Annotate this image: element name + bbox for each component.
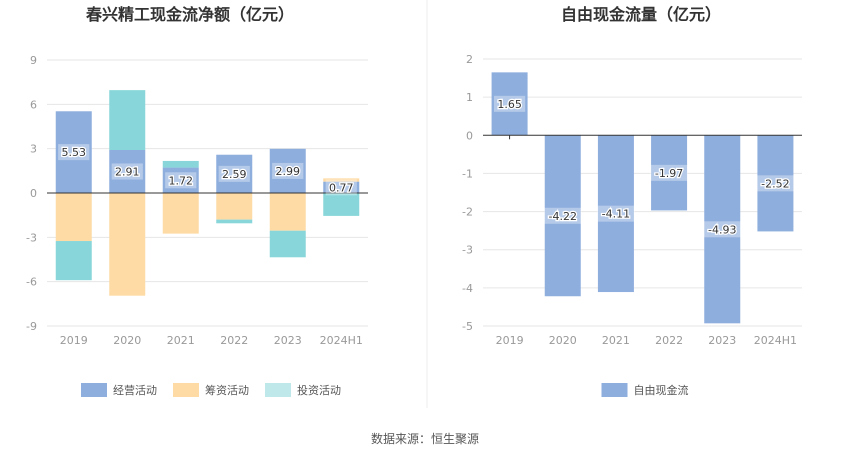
bar-segment [55,111,92,193]
bar-segment [162,160,199,168]
bar [597,135,634,293]
y-tick-label: -3 [26,231,37,244]
bar [704,135,741,324]
y-tick-label: -3 [462,244,473,257]
bar-segment [323,181,360,193]
y-tick-label: -5 [462,320,473,333]
bar-segment [109,90,146,150]
bar-segment [162,193,199,234]
bar [651,135,688,211]
x-tick-label: 2019 [60,334,88,347]
data-label-bg [111,163,143,180]
legend-swatch [173,383,199,397]
data-label-bg [272,162,304,179]
data-label: -2.52 [761,177,789,190]
x-tick-label: 2023 [274,334,302,347]
data-label: 1.65 [497,98,522,111]
data-label-bg [703,221,742,238]
bar [491,72,528,136]
y-tick-label: -4 [462,282,473,295]
y-tick-label: -6 [26,276,37,289]
data-label: 5.53 [62,146,87,159]
bar-segment [55,241,92,281]
y-tick-label: 1 [466,91,473,104]
data-label: -4.11 [602,208,630,221]
y-tick-label: -1 [462,167,473,180]
bar-segment [323,178,360,182]
data-label-bg [596,205,635,222]
data-label: 1.72 [169,174,194,187]
legend-label: 自由现金流 [634,383,689,397]
bar-segment [216,154,253,193]
y-tick-label: -9 [26,320,37,333]
y-tick-label: 3 [30,143,37,156]
x-tick-label: 2019 [496,334,524,347]
x-tick-label: 2020 [113,334,141,347]
y-tick-label: 0 [466,129,473,142]
bar-segment [216,219,253,224]
data-label: 2.91 [115,165,140,178]
y-tick-label: 6 [30,98,37,111]
data-label-bg [493,95,526,112]
data-label: -4.22 [549,210,577,223]
data-label: -4.93 [708,223,736,236]
x-tick-label: 2021 [167,334,195,347]
legend-label: 筹资活动 [205,383,249,397]
data-label-bg [58,144,90,161]
y-tick-label: -2 [462,206,473,219]
chart-title: 春兴精工现金流净额（亿元） [85,5,294,24]
x-tick-label: 2024H1 [754,334,797,347]
data-label: 2.59 [222,168,247,181]
bar-segment [109,149,146,193]
x-tick-label: 2020 [549,334,577,347]
bar-segment [323,193,360,216]
bar [757,135,794,232]
bar [544,135,581,297]
x-tick-label: 2022 [655,334,683,347]
x-tick-label: 2022 [220,334,248,347]
legend-label: 经营活动 [113,383,157,397]
data-source: 数据来源：恒生聚源 [371,431,479,446]
legend-swatch [601,383,628,397]
legend-swatch [81,383,107,397]
cash-flow-net-chart: 春兴精工现金流净额（亿元） 9 6 3 0 -3 -6 -9 2019 2020 2021 2022… [26,5,368,397]
data-label-bg [650,164,689,181]
y-tick-label: 2 [466,53,473,66]
y-tick-label: 9 [30,54,37,67]
data-label-bg [543,207,582,224]
bar-segment [269,148,306,193]
x-tick-label: 2023 [708,334,736,347]
legend-label: 投资活动 [297,383,341,397]
bar-segment [269,193,306,231]
chart-title: 自由现金流量（亿元） [561,5,721,24]
data-label-bg [325,179,357,196]
data-label: 2.99 [276,165,301,178]
legend-swatch [265,383,291,397]
bar-segment [55,193,92,242]
data-label-bg [756,175,795,192]
bar-segment [162,167,199,193]
bar-segment [109,193,146,296]
bar-segment [216,193,253,220]
x-tick-label: 2021 [602,334,630,347]
data-label: -1.97 [655,167,683,180]
x-tick-label: 2024H1 [320,334,363,347]
y-tick-label: 0 [30,187,37,200]
free-cash-flow-chart: 自由现金流量（亿元） 2 1 0 -1 -2 -3 -4 -5 2019 2020 2021 2022… [462,5,802,397]
data-label-bg [218,165,250,182]
data-label-bg [165,172,197,189]
bar-segment [269,230,306,258]
data-label: 0.77 [329,181,354,194]
